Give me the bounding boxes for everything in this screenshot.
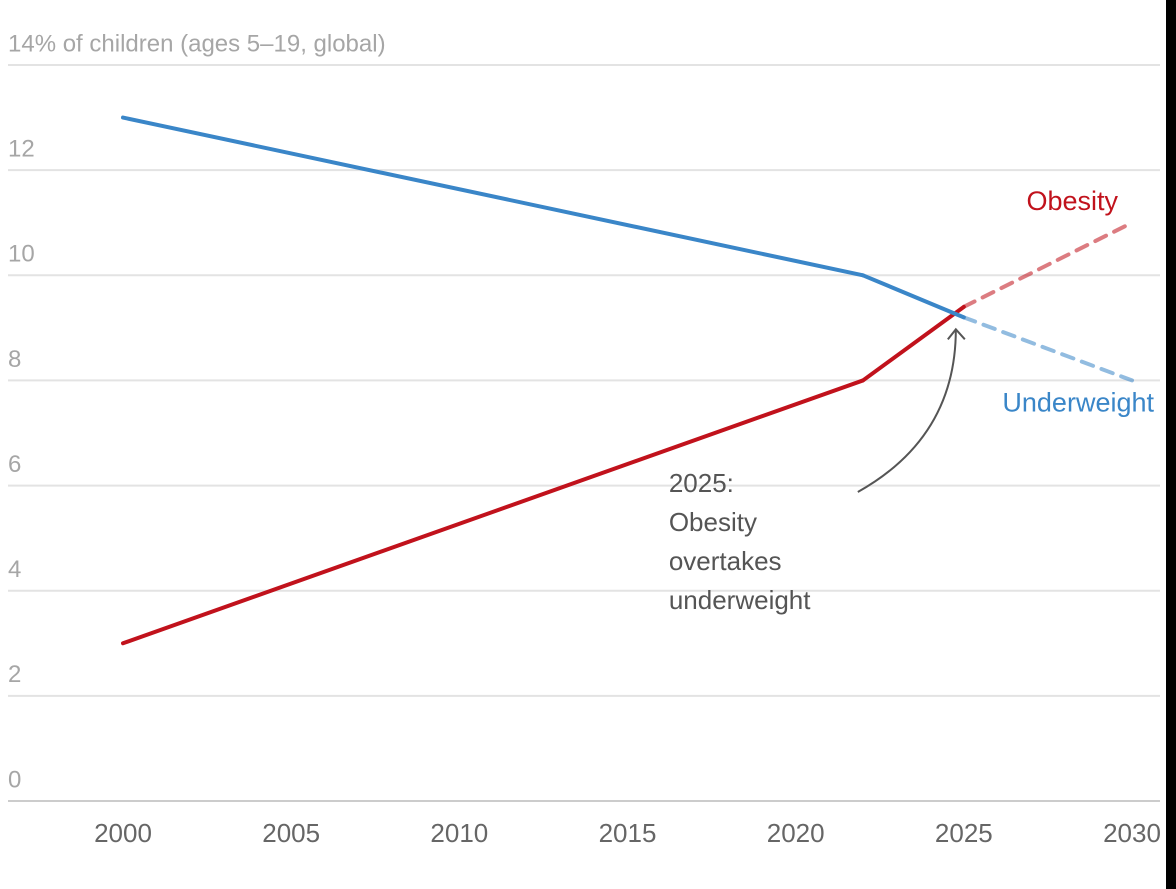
edge-strip [1166,0,1176,889]
y-tick-label: 12 [8,135,35,162]
projection-segment [961,220,1134,309]
x-tick-label: 2020 [767,818,825,848]
y-tick-label: 6 [8,451,21,478]
annotation-arrowhead [947,327,966,341]
projection-segment [961,315,1134,383]
x-tick-label: 2025 [935,818,993,848]
annotation-arrow [857,329,957,493]
annotation-text: underweight [669,585,811,615]
y-tick-label: 2 [8,661,21,688]
x-tick-label: 2010 [430,818,488,848]
x-tick-label: 2005 [262,818,320,848]
y-tick-label: 4 [8,556,21,583]
line-segment [121,378,865,646]
y-tick-label: 10 [8,241,35,268]
series-label: Obesity [1026,186,1118,216]
annotation-text: overtakes [669,546,782,576]
annotation-text: Obesity [669,507,757,537]
y-tick-label: 0 [8,766,21,793]
y-tick-label: 8 [8,346,21,373]
line-segment [860,273,966,320]
line-segment [860,304,966,383]
line-segment [121,115,865,278]
x-tick-label: 2000 [94,818,152,848]
x-tick-label: 2015 [599,818,657,848]
series-label: Underweight [1002,388,1154,418]
y-tick-label: 14% of children (ages 5–19, global) [8,30,386,57]
annotation-text: 2025: [669,468,734,498]
x-tick-label: 2030 [1103,818,1161,848]
